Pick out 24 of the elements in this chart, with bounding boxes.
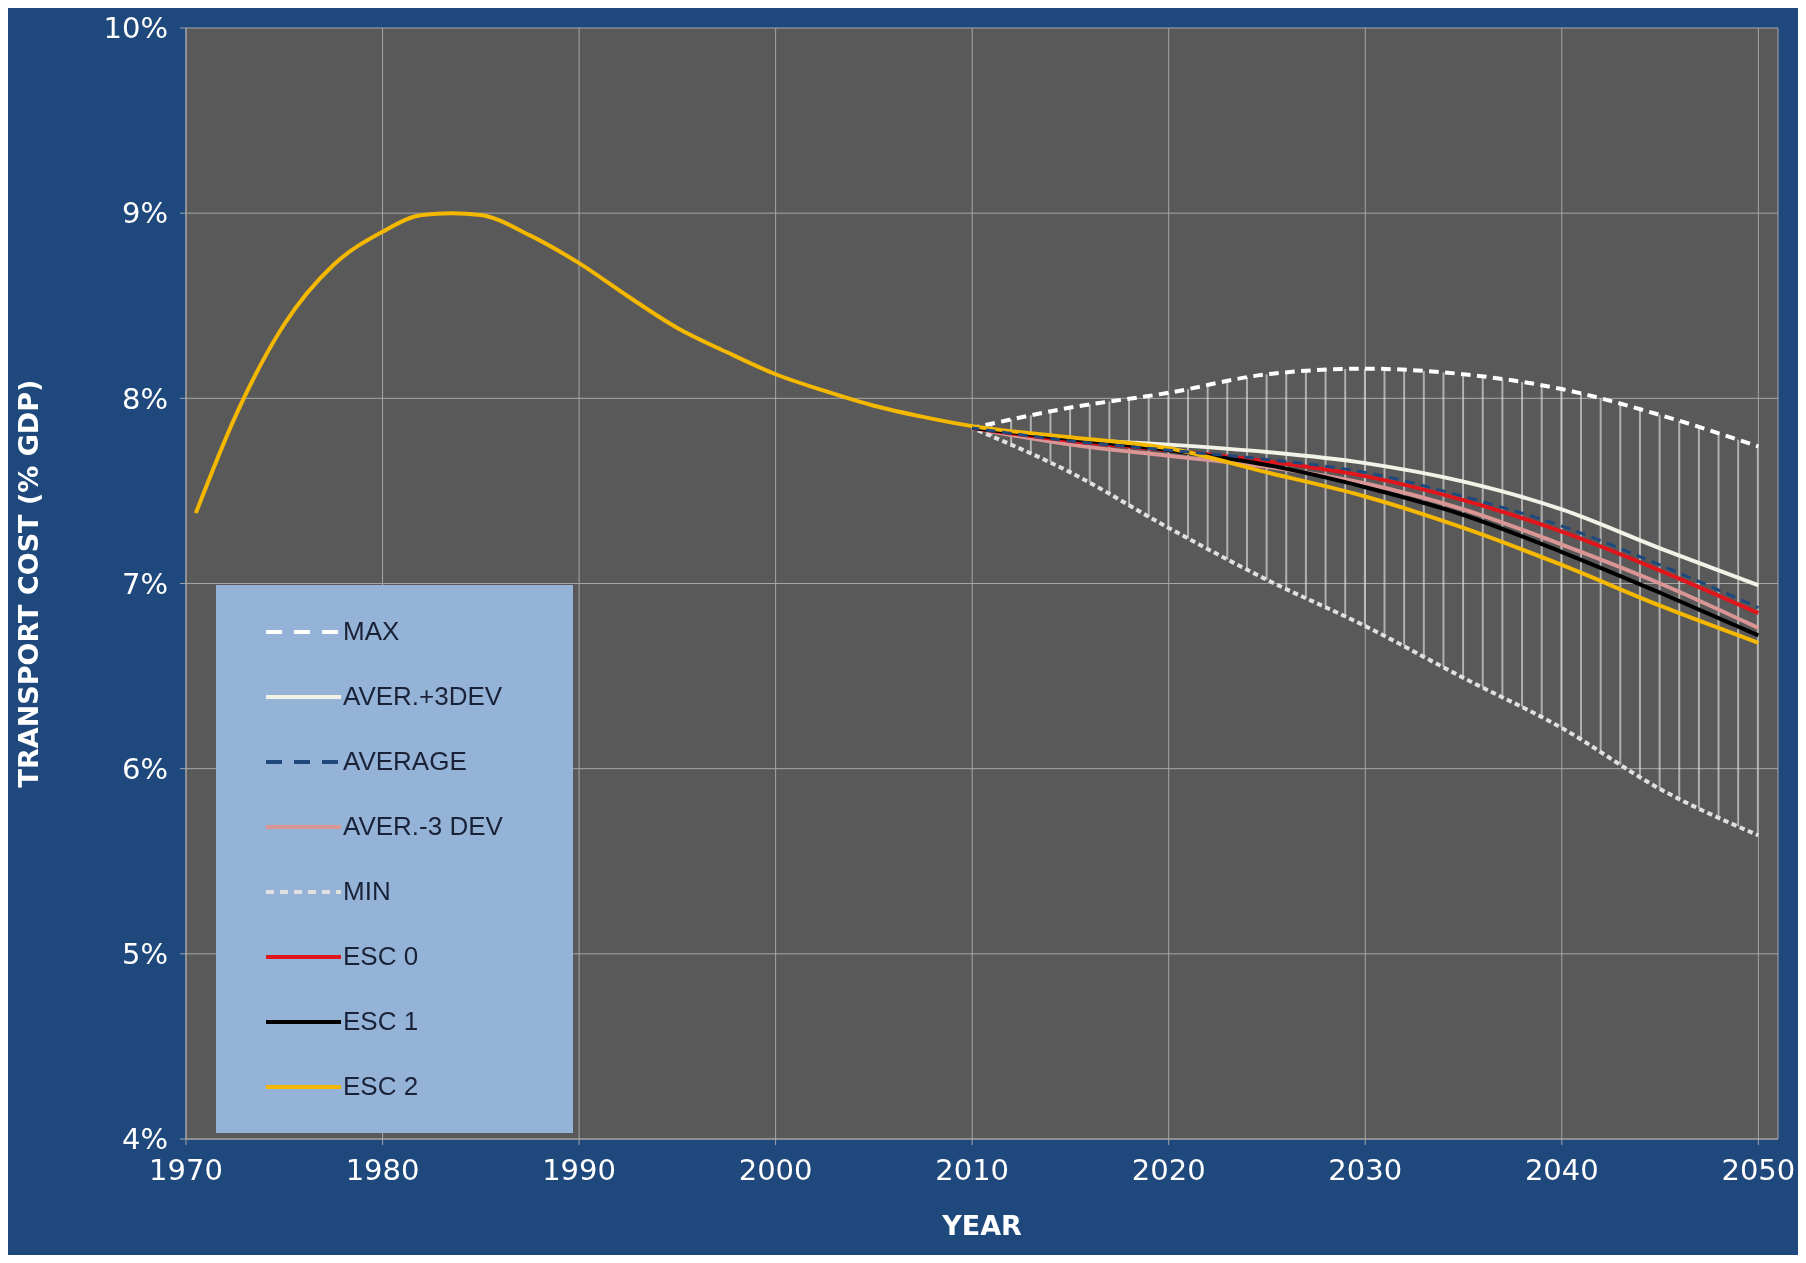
x-tick-label: 2050 (1721, 1152, 1796, 1187)
legend-label: ESC 1 (343, 1006, 419, 1037)
legend-label: ESC 2 (343, 1071, 419, 1102)
x-axis-title: YEAR (941, 1210, 1023, 1241)
y-tick-label: 6% (121, 751, 168, 786)
y-axis-title: TRANSPORT COST (% GDP) (12, 379, 44, 788)
legend-label: MAX (343, 616, 400, 647)
x-tick-label: 2040 (1524, 1152, 1599, 1187)
y-tick-label: 7% (121, 566, 168, 601)
x-tick-label: 1990 (542, 1152, 616, 1187)
y-tick-label: 5% (121, 937, 168, 972)
x-tick-label: 2000 (738, 1152, 813, 1187)
y-tick-label: 10% (103, 11, 168, 46)
legend-label: AVER.+3DEV (343, 681, 503, 712)
x-tick-label: 2010 (935, 1152, 1010, 1187)
legend-label: AVER.-3 DEV (343, 811, 503, 842)
legend-label: AVERAGE (343, 746, 467, 777)
x-tick-label: 1980 (345, 1152, 420, 1187)
x-tick-label: 2020 (1131, 1152, 1206, 1187)
legend-label: ESC 0 (343, 941, 419, 972)
x-tick-label: 2030 (1328, 1152, 1403, 1187)
y-tick-label: 8% (121, 381, 168, 416)
legend-label: MIN (343, 876, 391, 907)
y-tick-label: 9% (121, 196, 168, 231)
